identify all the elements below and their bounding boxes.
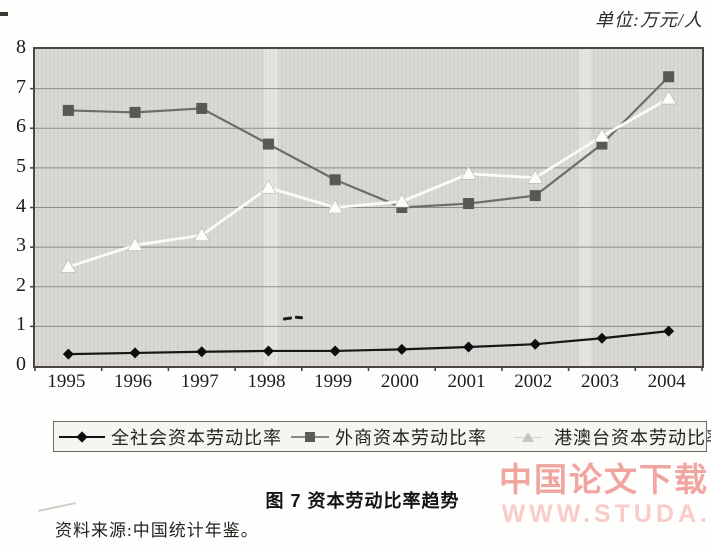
legend-item-society: 全社会资本劳动比率 xyxy=(54,424,282,450)
figure-caption: 图 7 资本劳动比率趋势 xyxy=(265,491,460,511)
x-tick-label: 2003 xyxy=(580,371,619,392)
scan-corner-artifact xyxy=(0,12,8,16)
legend-item-foreign: 外商资本劳动比率 xyxy=(282,424,487,450)
x-tick-label: 1999 xyxy=(314,371,353,392)
legend-item-hkmt: 港澳台资本劳动比率 xyxy=(487,424,711,450)
legend-label-hkmt: 港澳台资本劳动比率 xyxy=(554,427,711,448)
watermark-line2: WWW.STUDA. xyxy=(501,500,711,528)
unit-label: 单位:万元/人 xyxy=(595,10,703,30)
legend-label-foreign: 外商资本劳动比率 xyxy=(335,427,487,448)
plot-area xyxy=(30,47,704,371)
x-tick-label: 1997 xyxy=(180,371,219,392)
square-line-marker-icon xyxy=(291,430,329,444)
x-tick-label: 1996 xyxy=(114,371,153,392)
x-tick-label: 2002 xyxy=(514,371,553,392)
ink-smudge-artifact xyxy=(282,315,305,322)
source-note: 资料来源:中国统计年鉴。 xyxy=(55,521,259,540)
diamond-line-marker-icon xyxy=(59,430,105,444)
plot-svg xyxy=(30,71,703,371)
triangle-marker-icon xyxy=(514,430,542,444)
x-tick-label: 2001 xyxy=(447,371,486,392)
x-tick-label: 2004 xyxy=(647,371,686,392)
legend: 全社会资本劳动比率 外商资本劳动比率 港澳台资本劳动比率 xyxy=(53,421,711,452)
watermark-line1: 中国论文下载 xyxy=(499,461,709,498)
x-tick-label: 2000 xyxy=(380,371,419,392)
x-tick-label: 1995 xyxy=(47,371,86,392)
x-tick-label: 1998 xyxy=(247,371,286,392)
legend-label-society: 全社会资本劳动比率 xyxy=(111,427,282,448)
